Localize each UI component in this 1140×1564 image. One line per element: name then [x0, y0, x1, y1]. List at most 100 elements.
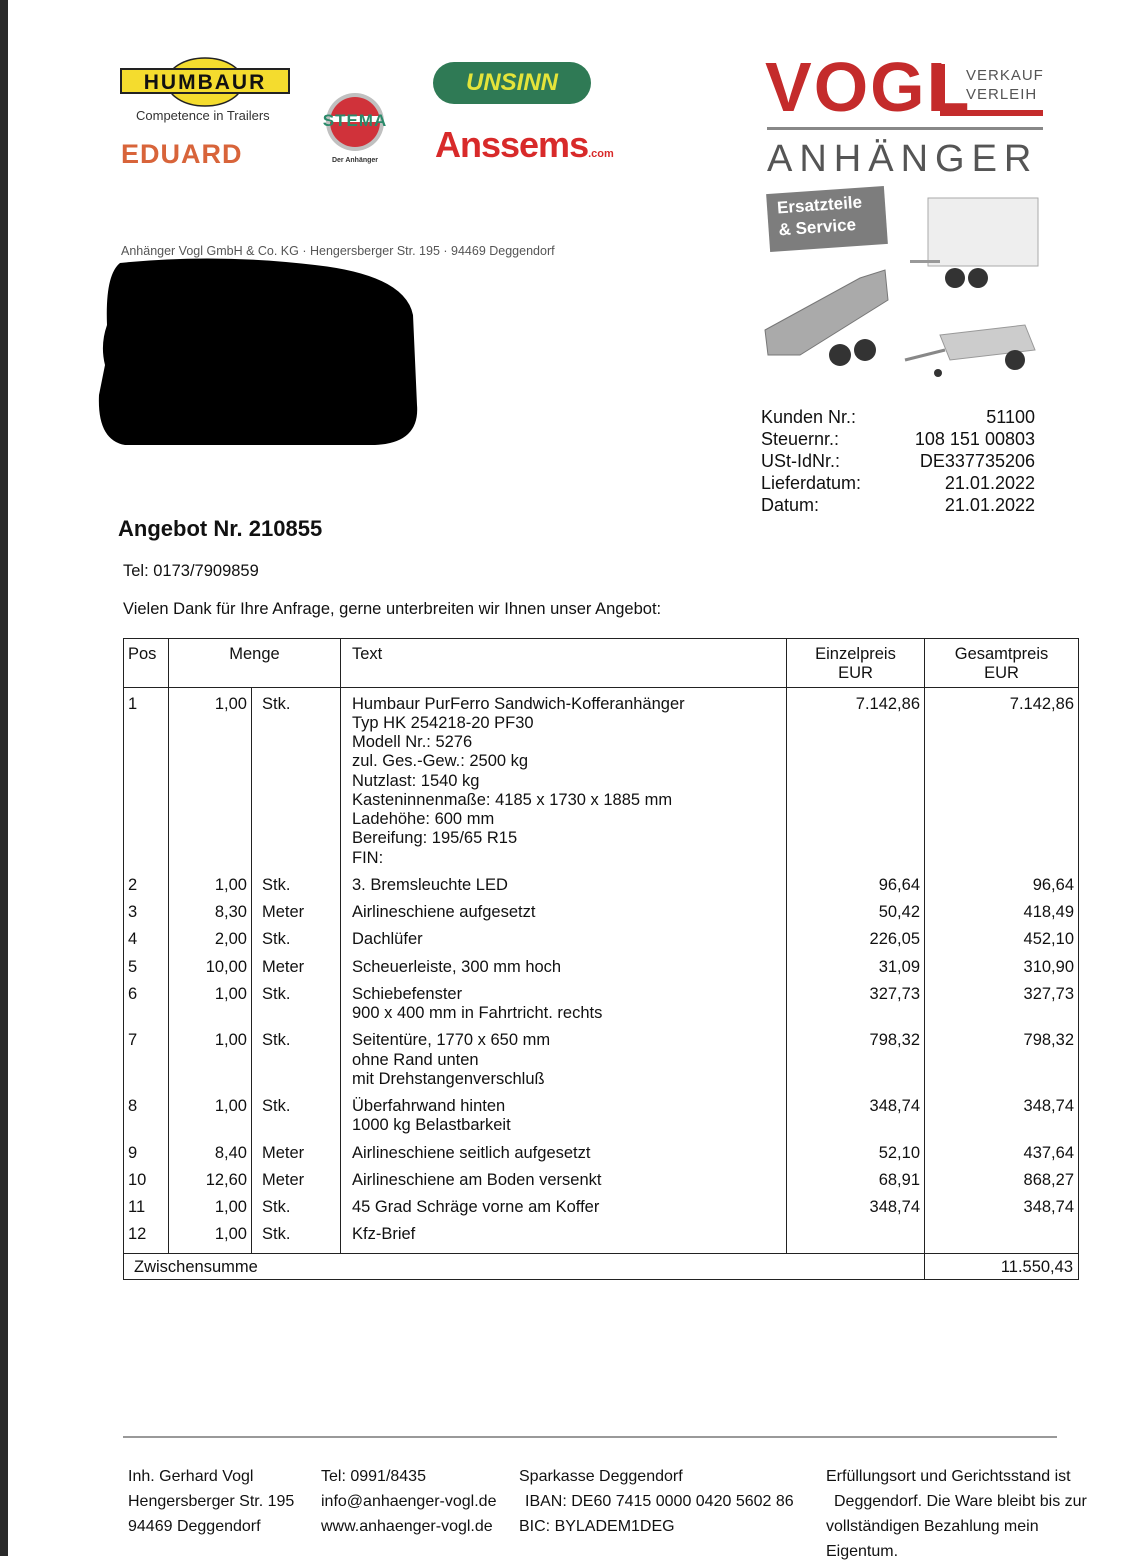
info-label: Datum: — [761, 495, 820, 515]
cell-unit-price: 348,74 — [786, 1198, 925, 1226]
cell-text: Airlineschiene aufgesetzt — [340, 903, 787, 931]
cell-total: 868,27 — [924, 1170, 1079, 1198]
customer-phone: Tel: 0173/7909859 — [123, 562, 259, 580]
info-label: USt-IdNr.: — [761, 451, 841, 471]
intro-text: Vielen Dank für Ihre Anfrage, gerne unte… — [123, 600, 662, 618]
cell-total: 7.142,86 — [924, 687, 1079, 876]
cell-qty: 8,30 — [168, 903, 252, 931]
cell-unit-price: 96,64 — [786, 875, 925, 903]
info-row: USt-IdNr.: DE337735206 — [761, 450, 1035, 472]
cell-unit: Stk. — [251, 984, 341, 1032]
tipper-trailer-image — [764, 269, 889, 366]
unsinn-logo: UNSINN — [433, 62, 591, 104]
cell-unit: Stk. — [251, 1031, 341, 1097]
items-table: Pos Menge Text Einzelpreis EUR Gesamtprei… — [123, 638, 1079, 1280]
cell-unit-price — [786, 1225, 925, 1253]
cell-pos: 11 — [123, 1198, 169, 1226]
eduard-logo: EDUARD — [121, 139, 243, 169]
cell-unit-price: 327,73 — [786, 984, 925, 1032]
info-row: Kunden Nr.: 51100 — [761, 406, 1035, 428]
cell-unit-price: 52,10 — [786, 1143, 925, 1171]
trailer-images — [764, 197, 1039, 377]
cell-total: 418,49 — [924, 903, 1079, 931]
info-value: 51100 — [986, 407, 1035, 427]
info-row: Lieferdatum: 21.01.2022 — [761, 472, 1035, 494]
cell-text: Airlineschiene am Boden versenkt — [340, 1170, 787, 1198]
cell-unit: Meter — [251, 957, 341, 985]
cell-qty: 1,00 — [168, 1198, 252, 1226]
cell-qty: 2,00 — [168, 930, 252, 958]
cell-text: Schiebefenster 900 x 400 mm in Fahrtrich… — [340, 984, 787, 1032]
header-einzelpreis: Einzelpreis EUR — [786, 638, 925, 688]
table-row: 4 2,00 Stk. Dachlüfer 226,05 452,10 — [123, 930, 1079, 958]
table-row: 2 1,00 Stk. 3. Bremsleuchte LED 96,64 96… — [123, 875, 1079, 903]
cell-pos: 3 — [123, 903, 169, 931]
cell-text: Seitentüre, 1770 x 650 mm ohne Rand unte… — [340, 1031, 787, 1097]
info-label: Kunden Nr.: — [761, 407, 857, 427]
cell-pos: 5 — [123, 957, 169, 985]
divider — [767, 127, 1043, 130]
table-row: 7 1,00 Stk. Seitentüre, 1770 x 650 mm oh… — [123, 1031, 1079, 1097]
info-label: Steuernr.: — [761, 429, 840, 449]
cell-unit: Stk. — [251, 1198, 341, 1226]
cell-total: 348,74 — [924, 1198, 1079, 1226]
cell-unit-price: 50,42 — [786, 903, 925, 931]
humbaur-logo: HUMBAUR — [120, 57, 290, 107]
footer-terms: Erfüllungsort und Gerichtsstand ist Degge… — [826, 1468, 1087, 1560]
cell-unit: Meter — [251, 1170, 341, 1198]
cell-total: 348,74 — [924, 1097, 1079, 1144]
cell-qty: 12,60 — [168, 1170, 252, 1198]
table-row: 9 8,40 Meter Airlineschiene seitlich auf… — [123, 1143, 1079, 1171]
info-row: Datum: 21.01.2022 — [761, 494, 1035, 516]
svg-text:STEMA: STEMA — [323, 111, 388, 130]
cell-pos: 6 — [123, 984, 169, 1032]
cell-unit: Meter — [251, 903, 341, 931]
info-value: 108 151 00803 — [914, 429, 1035, 449]
info-value: 21.01.2022 — [944, 473, 1035, 493]
cell-unit-price: 348,74 — [786, 1097, 925, 1144]
header-gesamtpreis: Gesamtpreis EUR — [924, 638, 1079, 688]
cell-text: Kfz-Brief — [340, 1225, 787, 1253]
cell-total: 437,64 — [924, 1143, 1079, 1171]
vogl-logo-bar — [940, 64, 945, 116]
cell-total: 798,32 — [924, 1031, 1079, 1097]
cell-pos: 2 — [123, 875, 169, 903]
subtotal-row: Zwischensumme 11.550,43 — [123, 1252, 1079, 1280]
sender-line: Anhänger Vogl GmbH & Co. KG · Hengersber… — [121, 244, 555, 258]
cell-text: Humbaur PurFerro Sandwich-Kofferanhänger… — [340, 687, 787, 876]
table-row: 12 1,00 Stk. Kfz-Brief — [123, 1225, 1079, 1253]
cell-total: 452,10 — [924, 930, 1079, 958]
cell-pos: 7 — [123, 1031, 169, 1097]
cell-qty: 1,00 — [168, 1225, 252, 1253]
cell-pos: 12 — [123, 1225, 169, 1253]
footer-owner: Inh. Gerhard Vogl Hengersberger Str. 195 9… — [128, 1468, 295, 1535]
table-row: 3 8,30 Meter Airlineschiene aufgesetzt 5… — [123, 903, 1079, 931]
info-label: Lieferdatum: — [761, 473, 862, 493]
table-row: 8 1,00 Stk. Überfahrwand hinten 1000 kg … — [123, 1097, 1079, 1144]
vogl-logo-underline — [940, 110, 1043, 116]
cell-qty: 1,00 — [168, 875, 252, 903]
cell-text: Dachlüfer — [340, 930, 787, 958]
vogl-verkauf-verleih: VERKAUF VERLEIH — [966, 67, 1044, 103]
cell-unit: Stk. — [251, 930, 341, 958]
cell-unit: Stk. — [251, 1097, 341, 1144]
flatbed-trailer-image — [904, 324, 1036, 377]
cell-unit: Stk. — [251, 875, 341, 903]
stema-logo: STEMA Der Anhänger — [323, 93, 388, 164]
cell-text: 3. Bremsleuchte LED — [340, 875, 787, 903]
redaction — [98, 258, 418, 445]
cell-unit: Meter — [251, 1143, 341, 1171]
cell-text: Überfahrwand hinten 1000 kg Belastbarkei… — [340, 1097, 787, 1144]
header-pos: Pos — [123, 638, 169, 688]
cell-total: 310,90 — [924, 957, 1079, 985]
footer-bank: Sparkasse Deggendorf IBAN: DE60 7415 0000… — [519, 1468, 794, 1535]
table-header: Pos Menge Text Einzelpreis EUR Gesamtprei… — [123, 638, 1079, 688]
info-row: Steuernr.: 108 151 00803 — [761, 428, 1035, 450]
anssems-logo: Anssems.com — [435, 124, 614, 165]
cell-text: Scheuerleiste, 300 mm hoch — [340, 957, 787, 985]
cell-total: 96,64 — [924, 875, 1079, 903]
cell-text: 45 Grad Schräge vorne am Koffer — [340, 1198, 787, 1226]
table-row: 6 1,00 Stk. Schiebefenster 900 x 400 mm … — [123, 984, 1079, 1032]
cell-qty: 1,00 — [168, 1031, 252, 1097]
cell-unit-price: 798,32 — [786, 1031, 925, 1097]
